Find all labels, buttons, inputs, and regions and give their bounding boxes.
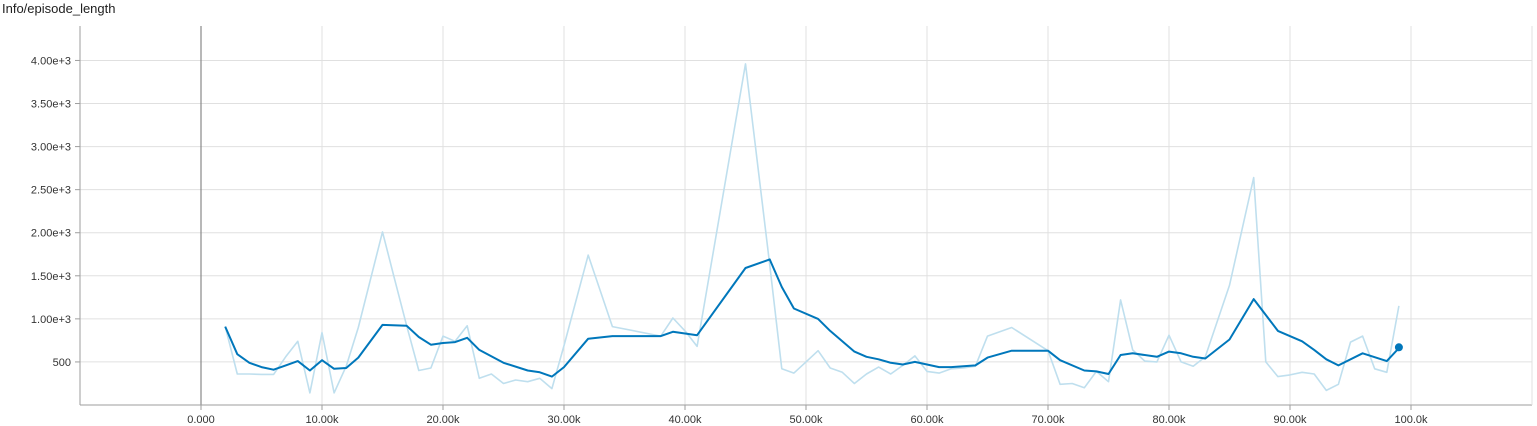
last-point-marker bbox=[1394, 343, 1403, 352]
y-axis-ticks: 500 1.00e+3 1.50e+3 2.00e+3 2.50e+3 3.00e+3 3.… bbox=[31, 55, 80, 369]
x-tick-label: 70.00k bbox=[1031, 414, 1065, 426]
y-tick-label: 2.00e+3 bbox=[31, 228, 71, 240]
grid-lines bbox=[80, 26, 1532, 405]
x-tick-label: 60.00k bbox=[910, 414, 944, 426]
x-tick-label: 20.00k bbox=[426, 414, 460, 426]
y-tick-label: 3.00e+3 bbox=[31, 142, 71, 154]
x-tick-label: 0.000 bbox=[187, 414, 215, 426]
x-tick-label: 100.0k bbox=[1394, 414, 1428, 426]
raw-series-line bbox=[224, 63, 1400, 394]
chart-title: Info/episode_length bbox=[2, 1, 116, 16]
x-tick-label: 50.00k bbox=[789, 414, 823, 426]
y-tick-label: 3.50e+3 bbox=[31, 99, 71, 111]
y-tick-label: 500 bbox=[53, 357, 71, 369]
x-tick-label: 80.00k bbox=[1152, 414, 1186, 426]
x-axis-ticks: 0.000 10.00k 20.00k 30.00k 40.00k 50.00k 60.00… bbox=[187, 405, 1428, 426]
x-tick-label: 40.00k bbox=[668, 414, 702, 426]
x-tick-label: 90.00k bbox=[1273, 414, 1307, 426]
y-tick-label: 4.00e+3 bbox=[31, 55, 71, 67]
y-tick-label: 2.50e+3 bbox=[31, 185, 71, 197]
smoothed-series-line bbox=[224, 258, 1400, 378]
y-tick-label: 1.50e+3 bbox=[31, 271, 71, 283]
y-tick-label: 1.00e+3 bbox=[31, 314, 71, 326]
x-tick-label: 10.00k bbox=[305, 414, 339, 426]
series-group bbox=[224, 63, 1403, 394]
x-tick-label: 30.00k bbox=[547, 414, 581, 426]
